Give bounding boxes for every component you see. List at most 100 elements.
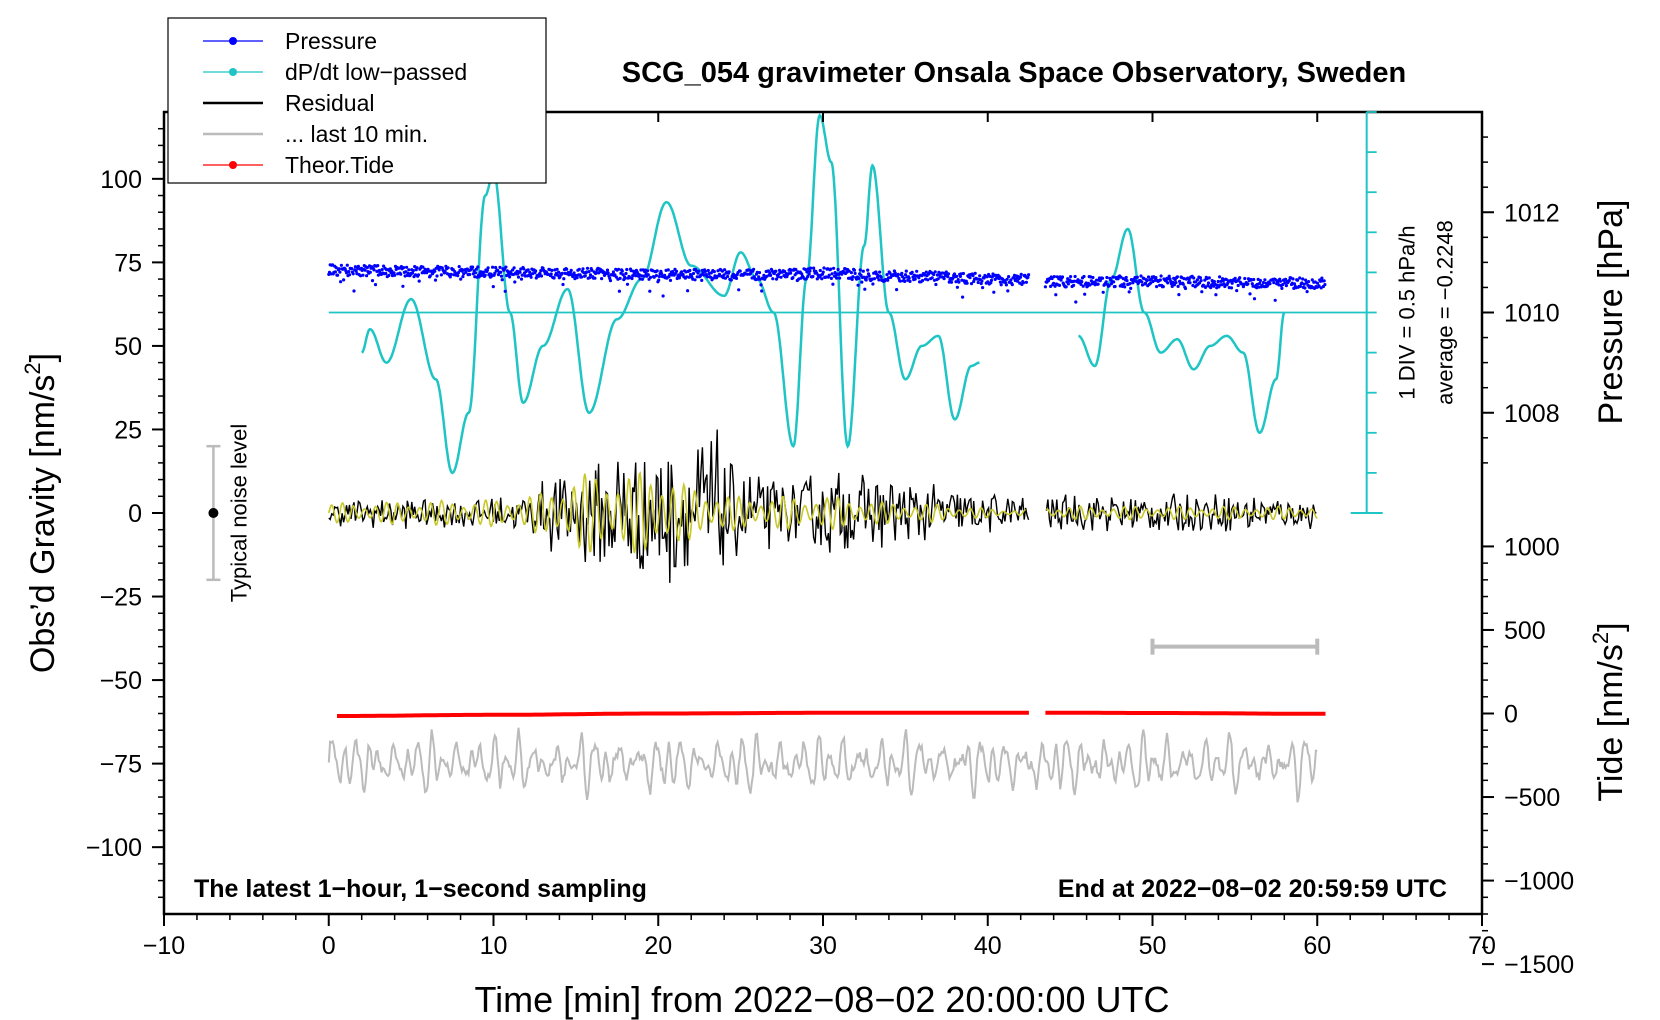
y-label-left-tail: ] — [24, 353, 62, 362]
pressure-tick-label: 1012 — [1504, 199, 1560, 227]
pressure-point — [955, 274, 959, 278]
x-tick-label: 0 — [322, 932, 336, 960]
pressure-point — [703, 269, 708, 273]
pressure-point — [822, 266, 826, 270]
y-tick-label: −50 — [100, 667, 142, 695]
pressure-point — [913, 277, 917, 281]
pressure-point — [903, 279, 907, 283]
pressure-point — [608, 279, 613, 283]
pressure-point — [1140, 280, 1144, 284]
pressure-point — [494, 265, 498, 270]
pressure-point — [1280, 286, 1284, 290]
pressure-point — [1015, 279, 1020, 283]
pressure-point — [1188, 281, 1192, 285]
pressure-point — [1143, 281, 1148, 285]
pressure-point — [353, 265, 357, 269]
pressure-point — [421, 265, 425, 269]
pressure-point — [645, 269, 650, 273]
pressure-point — [1049, 284, 1053, 288]
pressure-point — [558, 274, 562, 279]
pressure-point — [917, 276, 921, 280]
pressure-point — [695, 275, 699, 279]
pressure-point — [347, 273, 352, 277]
pressure-point — [491, 285, 495, 289]
tide-tick-label: −1000 — [1504, 868, 1574, 896]
pressure-point — [590, 268, 594, 272]
pressure-point — [760, 289, 764, 293]
legend-marker — [229, 68, 237, 76]
pressure-point — [1243, 276, 1247, 281]
pressure-point — [738, 269, 742, 273]
pressure-point — [1261, 281, 1265, 285]
pressure-point — [437, 268, 441, 272]
tide-tick-label: 0 — [1504, 701, 1518, 729]
pressure-point — [1123, 285, 1127, 289]
pressure-point — [981, 286, 985, 290]
pressure-point — [380, 268, 384, 272]
pressure-point — [539, 274, 544, 278]
pressure-point — [370, 279, 375, 283]
pressure-point — [457, 265, 461, 269]
pressure-point — [449, 272, 453, 276]
pressure-point — [459, 277, 463, 281]
pressure-point — [791, 276, 795, 280]
pressure-point — [342, 278, 346, 282]
legend-label: Theor.Tide — [285, 152, 394, 178]
pressure-point — [1229, 286, 1234, 290]
pressure-point — [1161, 285, 1165, 289]
pressure-point — [1064, 285, 1068, 289]
x-tick-label: 70 — [1468, 932, 1496, 960]
pressure-point — [717, 272, 722, 276]
pressure-point — [1091, 275, 1095, 280]
pressure-point — [900, 271, 904, 275]
pressure-point — [1083, 292, 1087, 296]
pressure-point — [625, 282, 630, 286]
pressure-point — [443, 269, 447, 274]
pressure-point — [1317, 284, 1321, 288]
pressure-point — [815, 277, 819, 281]
pressure-point — [473, 271, 478, 275]
pressure-point — [805, 270, 809, 274]
pressure-point — [1176, 284, 1180, 288]
pressure-point — [625, 267, 629, 272]
pressure-point — [952, 272, 957, 276]
y-label-tide-main: Tide [nm/s — [1592, 644, 1630, 801]
pressure-point — [1154, 276, 1158, 280]
pressure-point — [832, 266, 836, 270]
pressure-point — [336, 273, 340, 277]
pressure-point — [1104, 280, 1108, 284]
pressure-point — [915, 269, 919, 273]
pressure-point — [1252, 297, 1257, 301]
pressure-point — [1145, 279, 1149, 283]
pressure-point — [401, 284, 405, 288]
y-axis-label-pressure: Pressure [hPa] — [1592, 200, 1630, 425]
pressure-point — [417, 279, 421, 283]
pressure-point — [618, 276, 622, 280]
pressure-point — [680, 270, 684, 274]
pressure-point — [557, 270, 561, 274]
pressure-point — [1198, 276, 1202, 280]
pressure-point — [727, 270, 731, 274]
pressure-point — [853, 271, 857, 275]
pressure-point — [565, 267, 569, 271]
pressure-point — [886, 278, 890, 282]
pressure-point — [648, 275, 653, 279]
noise-level-label: Typical noise level — [226, 424, 251, 603]
pressure-point — [372, 268, 376, 272]
pressure-point — [471, 265, 475, 269]
pressure-point — [699, 273, 703, 277]
x-tick-label: 10 — [480, 932, 508, 960]
pressure-point — [1026, 275, 1030, 279]
pressure-point — [1158, 278, 1162, 282]
pressure-point — [671, 270, 675, 274]
pressure-point — [1257, 285, 1261, 289]
pressure-point — [373, 283, 378, 287]
pressure-point — [893, 271, 897, 275]
pressure-point — [866, 268, 870, 272]
pressure-point — [361, 273, 365, 277]
y-tick-label: 25 — [114, 416, 142, 444]
pressure-point — [534, 269, 538, 273]
pressure-point — [1159, 274, 1163, 278]
pressure-point — [508, 275, 512, 279]
